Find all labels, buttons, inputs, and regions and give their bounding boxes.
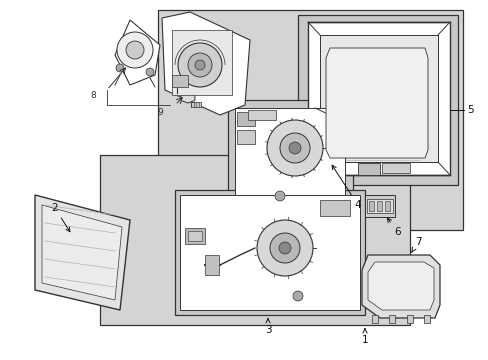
Bar <box>235 108 345 203</box>
Circle shape <box>257 220 312 276</box>
Bar <box>100 155 409 325</box>
Bar <box>247 110 275 120</box>
Bar <box>187 231 202 241</box>
Bar <box>191 102 201 107</box>
Circle shape <box>146 68 154 76</box>
Circle shape <box>187 53 212 77</box>
Bar <box>364 195 394 217</box>
Polygon shape <box>361 255 439 318</box>
Text: 3: 3 <box>264 319 271 335</box>
Circle shape <box>117 32 153 68</box>
Bar <box>227 100 352 210</box>
Circle shape <box>195 60 204 70</box>
Bar <box>384 201 389 211</box>
Polygon shape <box>35 195 130 310</box>
Text: 5: 5 <box>466 105 472 115</box>
Circle shape <box>280 133 309 163</box>
Polygon shape <box>162 12 249 115</box>
Polygon shape <box>367 262 433 310</box>
Text: 1: 1 <box>361 329 367 345</box>
Bar <box>388 315 394 323</box>
Bar <box>204 255 219 275</box>
Polygon shape <box>325 48 427 158</box>
Bar <box>368 201 373 211</box>
Bar <box>423 315 429 323</box>
Bar <box>180 195 359 310</box>
Bar <box>376 201 381 211</box>
Bar <box>175 190 364 315</box>
Text: 8: 8 <box>90 90 96 99</box>
Bar <box>406 315 412 323</box>
Polygon shape <box>307 22 449 175</box>
Bar <box>237 130 254 144</box>
Bar <box>172 30 231 95</box>
Circle shape <box>266 120 323 176</box>
Bar <box>184 228 204 244</box>
Circle shape <box>292 291 303 301</box>
Polygon shape <box>115 20 160 85</box>
Circle shape <box>116 64 124 72</box>
Circle shape <box>288 142 301 154</box>
Polygon shape <box>42 205 122 300</box>
Text: 6: 6 <box>386 218 401 237</box>
Bar <box>237 112 254 126</box>
Bar <box>319 200 349 216</box>
Circle shape <box>126 41 143 59</box>
Circle shape <box>274 191 285 201</box>
Bar <box>297 15 457 185</box>
Text: 9: 9 <box>157 108 163 117</box>
Bar <box>366 199 392 213</box>
Text: 4: 4 <box>331 165 361 210</box>
Bar <box>371 315 377 323</box>
Bar <box>172 75 187 87</box>
Text: 2: 2 <box>52 203 70 232</box>
Bar <box>158 10 462 230</box>
Polygon shape <box>181 93 195 103</box>
Bar <box>381 163 409 173</box>
Circle shape <box>269 233 299 263</box>
Circle shape <box>279 242 290 254</box>
Bar <box>357 163 379 175</box>
Circle shape <box>178 43 222 87</box>
Text: 7: 7 <box>411 237 421 252</box>
Polygon shape <box>319 35 437 162</box>
